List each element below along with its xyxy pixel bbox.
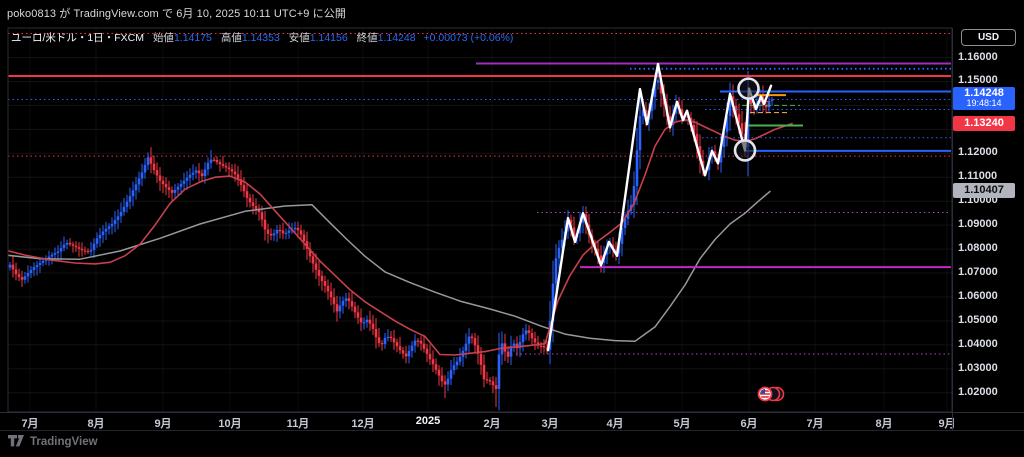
- time-axis-month-label: 8月: [87, 418, 105, 430]
- price-tick-label: 1.12000: [958, 146, 998, 159]
- time-axis-month-label: 7月: [21, 418, 39, 430]
- price-tick-label: 1.15000: [958, 74, 998, 87]
- last-price-value: 1.14248: [964, 87, 1004, 100]
- time-axis-month-label: 3月: [541, 418, 559, 430]
- time-axis-month-label: 5月: [673, 418, 691, 430]
- zigzag-drawing: [546, 62, 773, 352]
- gray-ma-price-badge: 1.10407: [953, 183, 1015, 199]
- time-axis-month-label: 12月: [351, 418, 375, 430]
- us-flag-event-icon: [760, 389, 770, 399]
- time-axis-month-label: 9月: [938, 418, 956, 430]
- close-value: 1.14248: [377, 32, 416, 44]
- currency-usd-button[interactable]: USD: [961, 29, 1016, 46]
- time-axis-month-label: 9月: [154, 418, 172, 430]
- price-tick-label: 1.04000: [958, 337, 998, 350]
- high-label: 高値: [220, 32, 242, 44]
- circle-drawings: [733, 77, 760, 162]
- horizontal-lines-layer: [8, 33, 951, 355]
- low-value: 1.14156: [309, 32, 348, 44]
- price-tick-label: 1.11000: [958, 170, 998, 183]
- footer-separator: [0, 430, 1024, 431]
- price-tick-label: 1.07000: [958, 266, 998, 279]
- candles-layer: [8, 63, 774, 411]
- low-label: 安値: [288, 32, 310, 44]
- time-axis-year-label: 2025: [415, 415, 441, 427]
- close-label: 終値: [356, 32, 378, 44]
- change-value: +0.00073 (+0.06%): [423, 32, 514, 44]
- time-axis-month-label: 8月: [875, 418, 893, 430]
- price-tick-label: 1.16000: [958, 50, 998, 63]
- open-value: 1.14175: [173, 32, 212, 44]
- tradingview-brand-text: TradingView: [30, 435, 98, 448]
- price-tick-label: 1.02000: [958, 385, 998, 398]
- last-price-badge: 1.14248 19:48:14: [953, 87, 1015, 111]
- time-axis-month-label: 11月: [286, 418, 310, 430]
- symbol-title: ユーロ/米ドル・1日・FXCM: [11, 32, 145, 44]
- bar-countdown: 19:48:14: [966, 98, 1002, 109]
- red-ma-price-badge: 1.13240: [953, 115, 1015, 131]
- time-axis-month-label: 2月: [483, 418, 501, 430]
- price-tick-label: 1.09000: [958, 218, 998, 231]
- price-tick-label: 1.08000: [958, 242, 998, 255]
- high-value: 1.14353: [241, 32, 280, 44]
- symbol-legend[interactable]: ユーロ/米ドル・1日・FXCM 始値1.14175 高値1.14353 安値1.…: [11, 30, 513, 45]
- price-tick-label: 1.03000: [958, 361, 998, 374]
- economic-event-markers[interactable]: [757, 386, 785, 402]
- time-axis-month-label: 6月: [740, 418, 758, 430]
- time-axis-month-label: 7月: [806, 418, 824, 430]
- price-tick-label: 1.05000: [958, 313, 998, 326]
- time-axis-separator: [0, 412, 1024, 413]
- time-axis-month-label: 4月: [606, 418, 624, 430]
- price-axis-separator: [952, 28, 953, 431]
- tradingview-logo-icon: [8, 435, 24, 447]
- publish-byline: poko0813 が TradingView.com で 6月 10, 2025…: [7, 8, 346, 20]
- time-axis-month-label: 10月: [218, 418, 242, 430]
- price-tick-label: 1.06000: [958, 290, 998, 302]
- moving-averages-layer: [8, 119, 793, 356]
- tradingview-attribution[interactable]: TradingView: [8, 435, 98, 448]
- open-label: 始値: [152, 32, 174, 44]
- grid-layer: [8, 28, 952, 412]
